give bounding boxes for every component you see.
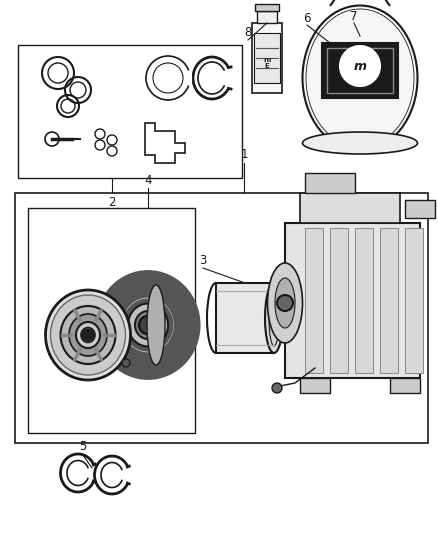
Bar — [380, 228, 398, 373]
Ellipse shape — [147, 285, 165, 365]
Bar — [300, 193, 400, 223]
Bar — [405, 200, 435, 218]
Ellipse shape — [303, 132, 417, 154]
Bar — [405, 228, 423, 373]
Text: 2: 2 — [108, 197, 116, 209]
Text: m: m — [353, 60, 367, 72]
Bar — [390, 378, 420, 393]
Text: 8: 8 — [244, 26, 252, 38]
Ellipse shape — [268, 263, 303, 343]
Circle shape — [340, 46, 380, 86]
Bar — [322, 43, 398, 98]
Bar — [355, 228, 373, 373]
Ellipse shape — [265, 283, 283, 353]
Bar — [305, 173, 355, 193]
Text: 7: 7 — [350, 11, 358, 23]
Ellipse shape — [135, 311, 161, 339]
Text: m
E: m E — [263, 56, 271, 69]
Circle shape — [277, 295, 293, 311]
Bar — [28, 208, 195, 433]
Bar — [252, 23, 282, 93]
Circle shape — [139, 316, 157, 334]
Circle shape — [272, 383, 282, 393]
Circle shape — [122, 359, 130, 367]
Ellipse shape — [50, 295, 126, 375]
Ellipse shape — [76, 322, 100, 348]
Bar — [254, 33, 280, 83]
Text: 6: 6 — [303, 12, 311, 26]
Bar — [257, 11, 277, 23]
Ellipse shape — [275, 278, 295, 328]
Bar — [216, 283, 274, 353]
Bar — [285, 223, 420, 378]
Ellipse shape — [81, 327, 95, 343]
Ellipse shape — [69, 314, 107, 356]
Ellipse shape — [303, 5, 417, 150]
Bar — [15, 193, 428, 443]
Text: 4: 4 — [144, 174, 152, 187]
Text: 3: 3 — [199, 254, 207, 266]
Ellipse shape — [60, 306, 116, 364]
Text: 5: 5 — [79, 440, 87, 454]
Bar — [255, 4, 279, 11]
Bar — [330, 228, 348, 373]
Bar — [327, 48, 393, 93]
Text: 1: 1 — [240, 149, 248, 161]
Ellipse shape — [46, 290, 131, 380]
Ellipse shape — [128, 303, 168, 346]
Circle shape — [83, 330, 93, 340]
Ellipse shape — [100, 272, 195, 377]
Bar — [300, 378, 330, 393]
Bar — [305, 228, 323, 373]
Bar — [18, 45, 242, 178]
